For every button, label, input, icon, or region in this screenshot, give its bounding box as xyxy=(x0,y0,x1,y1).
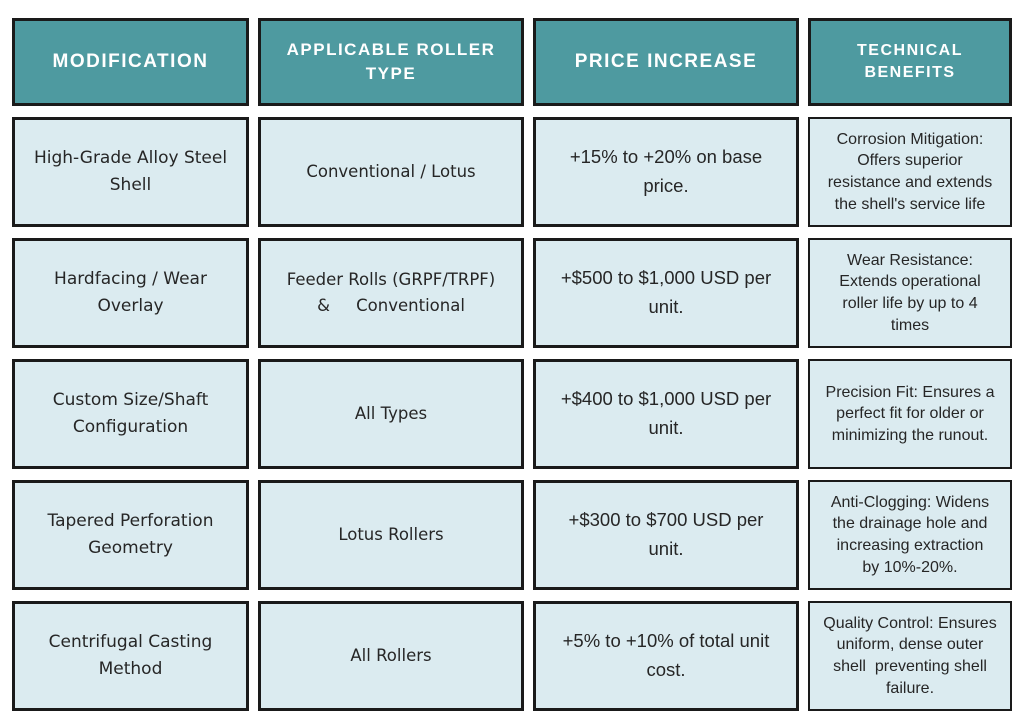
cell-price-increase: +5% to +10% of total unit cost. xyxy=(533,601,799,711)
cell-price-increase: +$300 to $700 USD per unit. xyxy=(533,480,799,590)
cell-roller-type: All Types xyxy=(258,359,524,469)
cell-technical-benefits: Corrosion Mitigation: Offers superior re… xyxy=(808,117,1012,227)
cell-modification: High-Grade Alloy Steel Shell xyxy=(12,117,249,227)
cell-roller-type: All Rollers xyxy=(258,601,524,711)
cell-modification: Centrifugal Casting Method xyxy=(12,601,249,711)
cell-modification: Hardfacing / Wear Overlay xyxy=(12,238,249,348)
cell-price-increase: +$500 to $1,000 USD per unit. xyxy=(533,238,799,348)
cell-price-increase: +15% to +20% on base price. xyxy=(533,117,799,227)
cell-technical-benefits: Quality Control: Ensures uniform, dense … xyxy=(808,601,1012,711)
cell-modification: Tapered Perforation Geometry xyxy=(12,480,249,590)
header-price-increase: PRICE INCREASE xyxy=(533,18,799,106)
cell-roller-type: Lotus Rollers xyxy=(258,480,524,590)
cell-technical-benefits: Precision Fit: Ensures a perfect fit for… xyxy=(808,359,1012,469)
header-technical-benefits: TECHNICAL BENEFITS xyxy=(808,18,1012,106)
cell-roller-type: Conventional / Lotus xyxy=(258,117,524,227)
cell-roller-type: Feeder Rolls (GRPF/TRPF) & Conventional xyxy=(258,238,524,348)
header-applicable-roller-type: APPLICABLE ROLLER TYPE xyxy=(258,18,524,106)
cell-technical-benefits: Wear Resistance: Extends operational rol… xyxy=(808,238,1012,348)
cell-technical-benefits: Anti-Clogging: Widens the drainage hole … xyxy=(808,480,1012,590)
cell-modification: Custom Size/Shaft Configuration xyxy=(12,359,249,469)
cell-price-increase: +$400 to $1,000 USD per unit. xyxy=(533,359,799,469)
header-modification: MODIFICATION xyxy=(12,18,249,106)
